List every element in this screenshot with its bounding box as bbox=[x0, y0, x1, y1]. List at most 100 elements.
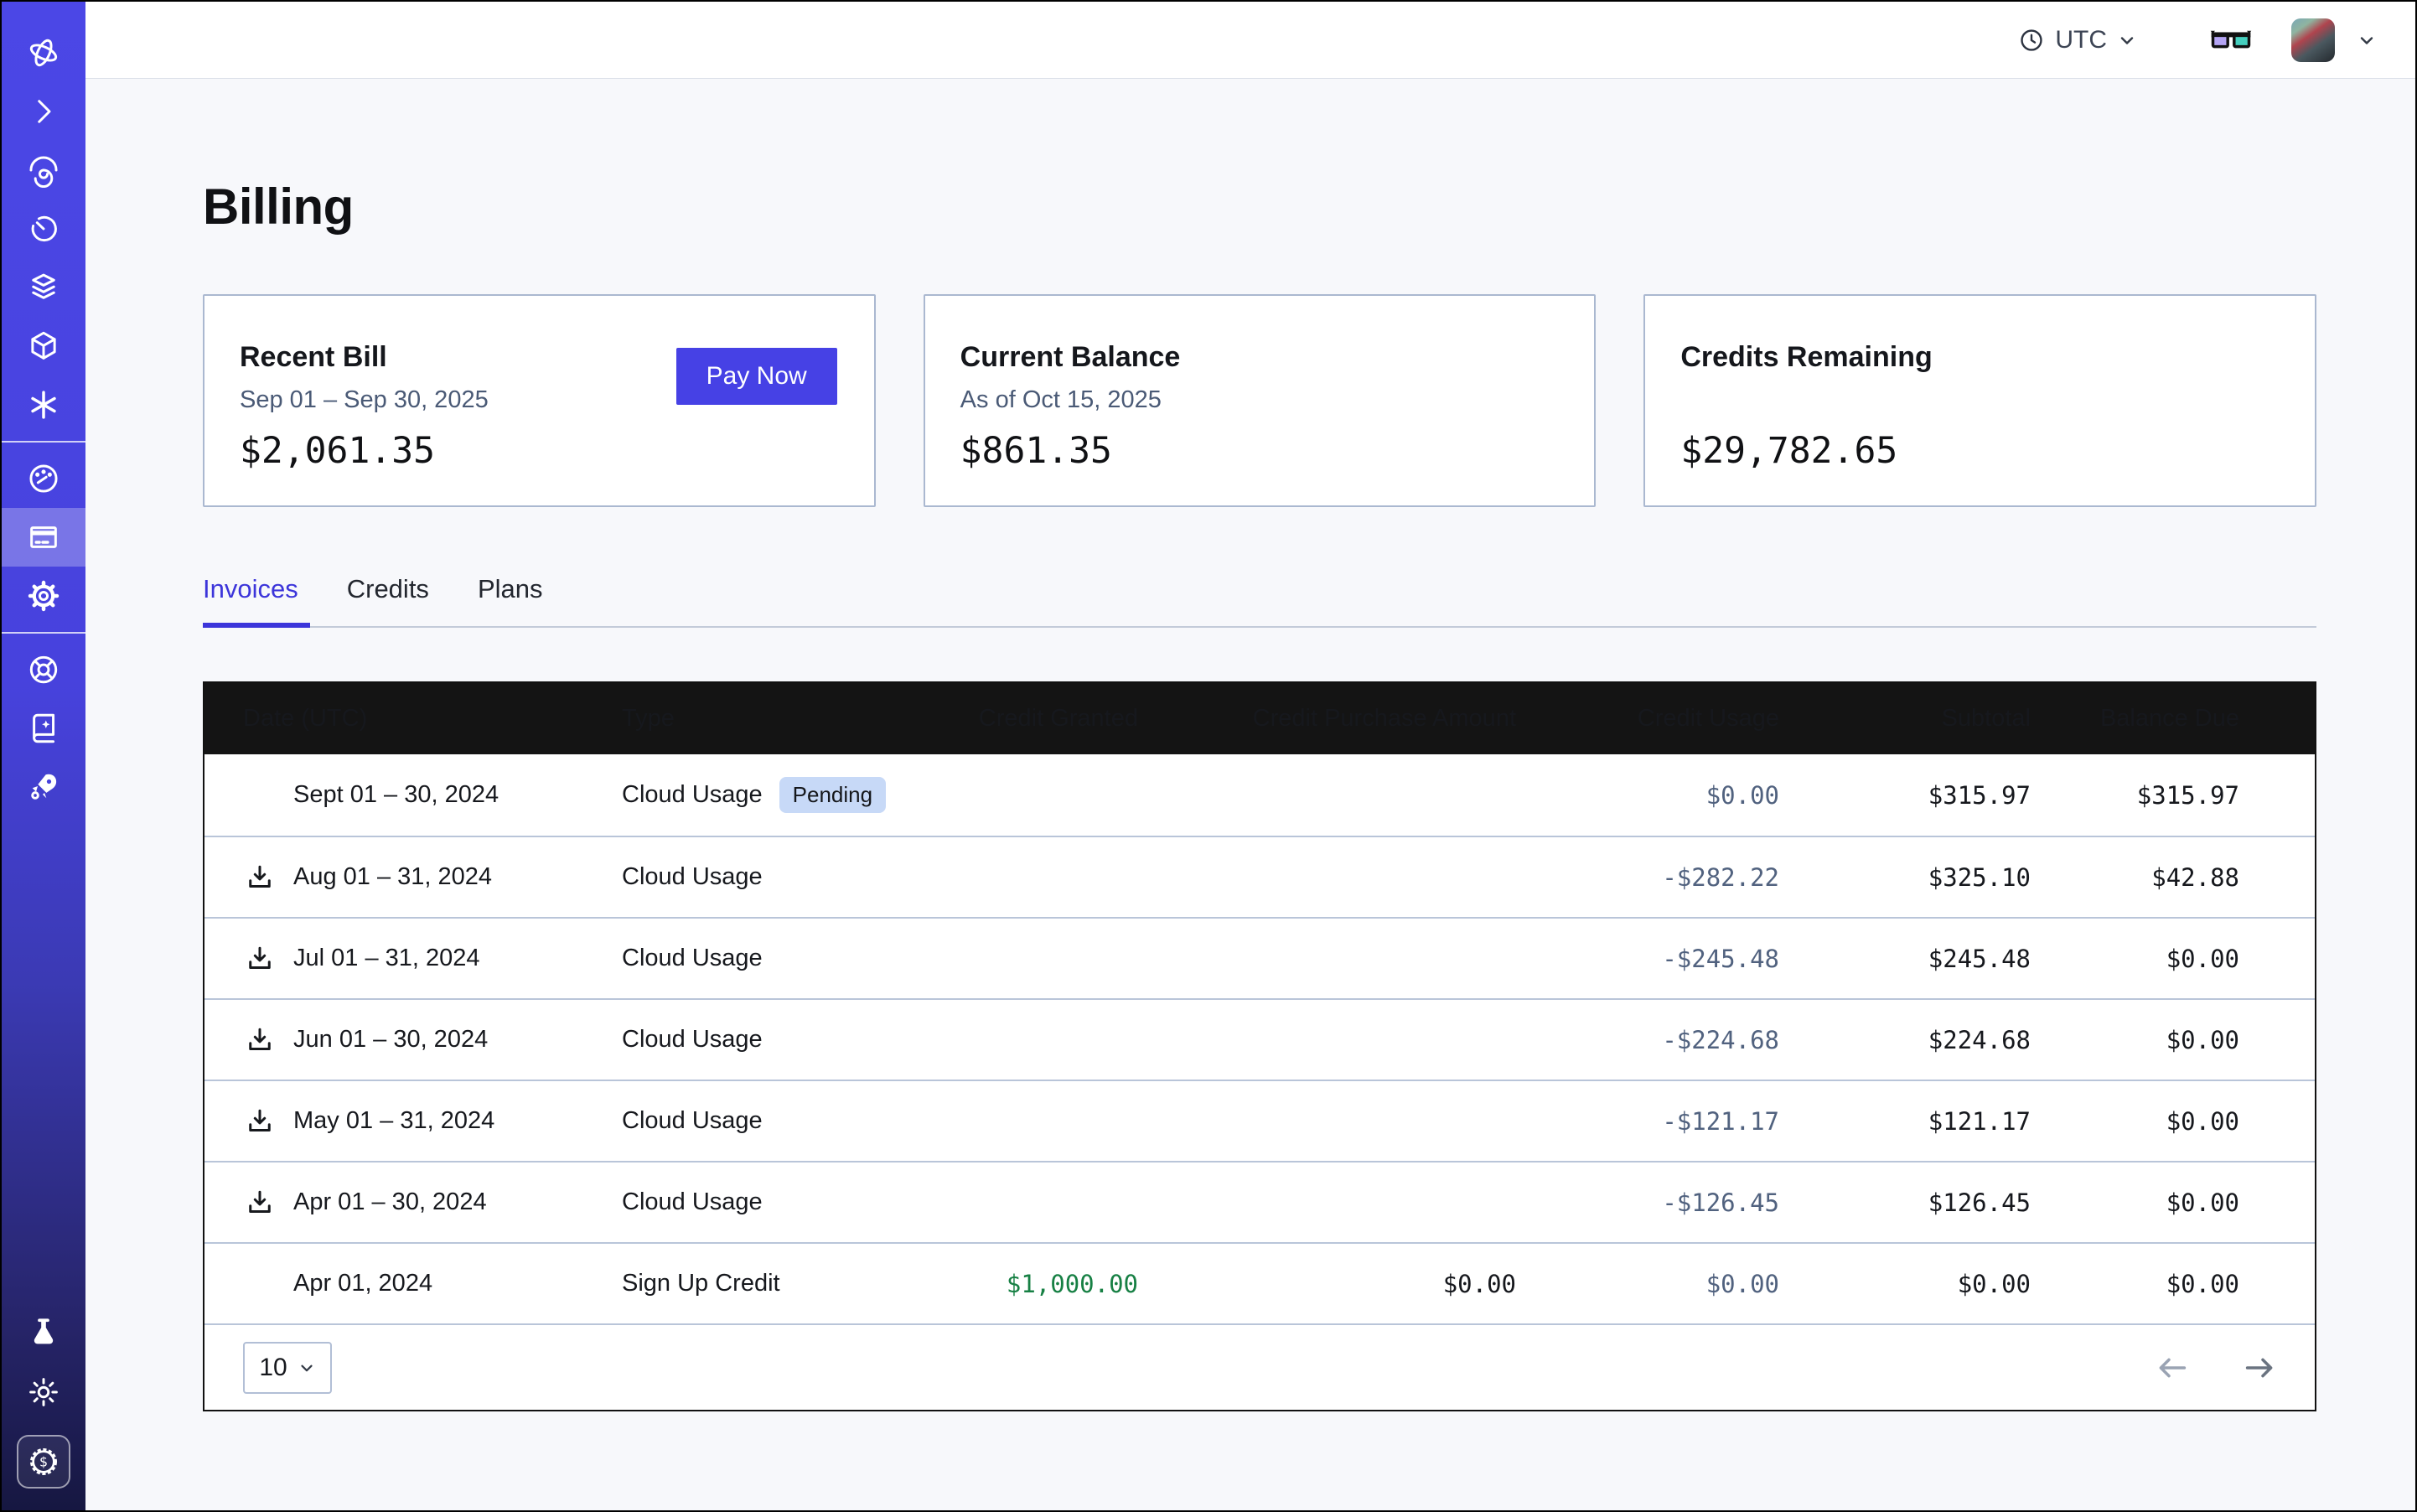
docs-book-icon bbox=[33, 713, 55, 743]
pay-now-button[interactable]: Pay Now bbox=[675, 348, 837, 405]
history-icon bbox=[31, 215, 57, 242]
sidebar-item-settings[interactable] bbox=[2, 567, 85, 625]
usage-gauge-icon bbox=[29, 464, 58, 493]
balance-due: $0.00 bbox=[2166, 1188, 2239, 1217]
previous-page-button[interactable] bbox=[2156, 1354, 2189, 1381]
card-amount: $861.35 bbox=[960, 430, 1112, 472]
card-amount: $2,061.35 bbox=[240, 430, 435, 472]
expand-sidebar-button[interactable] bbox=[2, 82, 85, 141]
credit-usage: -$224.68 bbox=[1662, 1025, 1779, 1054]
table-header: Date (UTC) Type Credit Granted Credit Pu… bbox=[204, 683, 2315, 754]
next-page-button[interactable] bbox=[2243, 1354, 2276, 1381]
nexus-asterisk-icon bbox=[31, 391, 56, 419]
subtotal: $224.68 bbox=[1928, 1025, 2031, 1054]
arrow-left-icon bbox=[2159, 1358, 2187, 1377]
column-header-credit-purchase: Credit Purchase Amount bbox=[1252, 705, 1516, 732]
tab-invoices[interactable]: Invoices bbox=[203, 574, 310, 628]
sidebar-item-labs[interactable] bbox=[2, 1304, 85, 1363]
download-invoice-button[interactable] bbox=[243, 942, 277, 976]
labs-flask-icon bbox=[34, 1318, 54, 1344]
card-title: Recent Bill bbox=[240, 341, 387, 373]
stacks-icon bbox=[32, 273, 55, 299]
card-title: Current Balance bbox=[960, 341, 1181, 373]
getting-started-rocket-icon bbox=[31, 774, 57, 800]
download-invoice-button[interactable] bbox=[243, 1105, 277, 1138]
chevron-down-icon bbox=[2120, 36, 2134, 44]
invoice-type: Cloud Usage bbox=[622, 1107, 763, 1134]
invoice-date: Apr 01 – 30, 2024 bbox=[293, 1188, 487, 1215]
balance-due: $0.00 bbox=[2166, 944, 2239, 973]
sidebar-item-getting-started[interactable] bbox=[2, 758, 85, 816]
user-avatar[interactable] bbox=[2291, 18, 2335, 62]
sidebar-item-nexus[interactable] bbox=[2, 375, 85, 434]
sidebar-item-deployments[interactable] bbox=[2, 317, 85, 375]
page-size-select[interactable]: 10 bbox=[243, 1341, 332, 1394]
table-row: Apr 01 – 30, 2024 Cloud Usage -$126.45 $… bbox=[204, 1161, 2315, 1242]
sidebar-item-stacks[interactable] bbox=[2, 258, 85, 317]
table-row: Jun 01 – 30, 2024 Cloud Usage -$224.68 $… bbox=[204, 998, 2315, 1080]
invoice-date: Apr 01, 2024 bbox=[293, 1270, 433, 1297]
download-invoice-button[interactable] bbox=[243, 861, 277, 894]
invoice-date: May 01 – 31, 2024 bbox=[293, 1107, 495, 1134]
credit-usage: $0.00 bbox=[1705, 780, 1779, 810]
3d-glasses-button[interactable] bbox=[2209, 26, 2253, 54]
page-size-value: 10 bbox=[259, 1353, 287, 1381]
balance-due: $315.97 bbox=[2136, 780, 2239, 810]
credits-remaining-card: Credits Remaining $29,782.65 bbox=[1643, 294, 2317, 507]
credit-usage: -$126.45 bbox=[1662, 1188, 1779, 1217]
credits-button[interactable]: $ bbox=[17, 1435, 70, 1489]
download-icon bbox=[249, 1190, 271, 1213]
sidebar-item-docs[interactable] bbox=[2, 699, 85, 758]
timezone-selector[interactable]: UTC bbox=[2018, 26, 2137, 54]
tab-credits[interactable]: Credits bbox=[346, 574, 429, 603]
invoice-date: Jun 01 – 30, 2024 bbox=[293, 1026, 489, 1053]
balance-due: $0.00 bbox=[2166, 1025, 2239, 1054]
invoice-type: Cloud Usage bbox=[622, 1026, 763, 1053]
subtotal: $245.48 bbox=[1928, 944, 2031, 973]
download-invoice-button[interactable] bbox=[243, 1186, 277, 1219]
card-title: Credits Remaining bbox=[1680, 341, 1933, 373]
tab-plans[interactable]: Plans bbox=[477, 574, 543, 603]
sidebar-item-namespaces[interactable] bbox=[2, 141, 85, 199]
credit-purchase: $0.00 bbox=[1442, 1269, 1516, 1298]
timezone-label: UTC bbox=[2055, 25, 2107, 54]
theme-toggle[interactable] bbox=[2, 1363, 85, 1421]
topbar: UTC bbox=[85, 2, 2415, 79]
download-icon bbox=[249, 1109, 271, 1131]
3d-glasses-icon bbox=[2210, 30, 2252, 48]
table-pagination: 10 bbox=[204, 1323, 2315, 1410]
balance-due: $42.88 bbox=[2151, 862, 2239, 892]
tab-track bbox=[203, 626, 2316, 628]
card-subtitle: Sep 01 – Sep 30, 2025 bbox=[240, 386, 489, 413]
cube-icon bbox=[31, 331, 56, 360]
sidebar: $ bbox=[2, 2, 85, 1510]
namespaces-icon bbox=[29, 156, 58, 188]
sidebar-divider bbox=[2, 441, 85, 443]
credit-granted: $1,000.00 bbox=[1006, 1269, 1138, 1298]
column-header-date: Date (UTC) bbox=[243, 705, 368, 732]
subtotal: $315.97 bbox=[1928, 780, 2031, 810]
column-header-balance-due: Balance Due bbox=[2099, 705, 2239, 732]
sidebar-item-usage[interactable] bbox=[2, 449, 85, 508]
download-invoice-button[interactable] bbox=[243, 1023, 277, 1057]
user-menu-button[interactable] bbox=[2357, 30, 2377, 50]
sidebar-item-history[interactable] bbox=[2, 199, 85, 258]
table-row: Apr 01, 2024 Sign Up Credit $1,000.00 $0… bbox=[204, 1242, 2315, 1323]
subtotal: $325.10 bbox=[1928, 862, 2031, 892]
sidebar-item-billing[interactable] bbox=[2, 508, 85, 567]
clock-icon bbox=[2021, 28, 2043, 51]
chevron-right-icon bbox=[38, 100, 51, 123]
credit-usage: -$245.48 bbox=[1662, 944, 1779, 973]
subtotal: $0.00 bbox=[1957, 1269, 2031, 1298]
chevron-down-icon bbox=[301, 1364, 313, 1371]
column-header-type: Type bbox=[622, 705, 675, 732]
billing-card-icon bbox=[30, 526, 57, 548]
sidebar-item-support[interactable] bbox=[2, 640, 85, 699]
subtotal: $121.17 bbox=[1928, 1106, 2031, 1136]
balance-due: $0.00 bbox=[2166, 1106, 2239, 1136]
support-lifebuoy-icon bbox=[29, 655, 58, 684]
invoice-date: Aug 01 – 31, 2024 bbox=[293, 863, 493, 890]
table-row: May 01 – 31, 2024 Cloud Usage -$121.17 $… bbox=[204, 1080, 2315, 1161]
temporal-logo[interactable] bbox=[2, 23, 85, 82]
